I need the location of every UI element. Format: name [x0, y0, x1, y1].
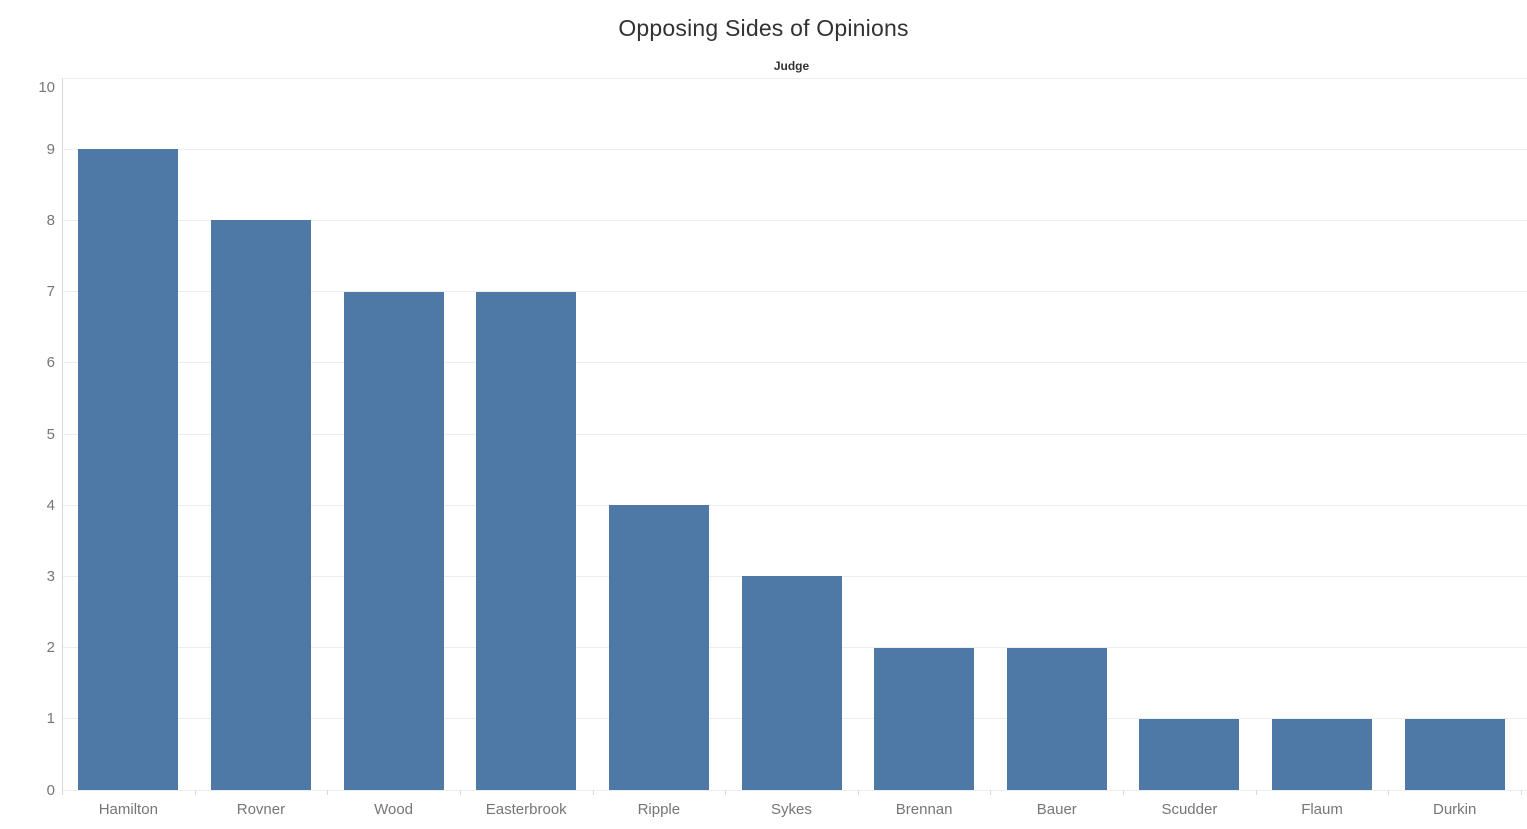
- bar[interactable]: [741, 576, 842, 790]
- y-axis-label: 4: [46, 496, 55, 514]
- y-axis-label: 6: [46, 354, 55, 372]
- y-axis-label: 3: [46, 567, 55, 585]
- bar[interactable]: [1272, 718, 1373, 790]
- x-axis-label: Easterbrook: [485, 801, 567, 818]
- gridline: [62, 219, 1527, 221]
- y-axis-label: 10: [38, 79, 55, 96]
- x-axis-label: Scudder: [1161, 801, 1218, 818]
- category-tick: [327, 790, 329, 795]
- gridline: [62, 789, 1527, 791]
- x-axis-title: Judge: [773, 59, 810, 73]
- bar[interactable]: [476, 291, 577, 790]
- category-tick: [62, 790, 63, 795]
- category-tick: [459, 790, 461, 795]
- y-axis-label: 8: [46, 211, 55, 229]
- bar[interactable]: [210, 220, 311, 790]
- bar[interactable]: [608, 505, 709, 790]
- gridline: [62, 77, 1527, 79]
- x-axis-label: Ripple: [637, 801, 681, 818]
- bar[interactable]: [1006, 647, 1107, 790]
- x-axis-label: Bauer: [1036, 801, 1077, 818]
- category-tick: [990, 790, 992, 795]
- gridline: [62, 433, 1527, 435]
- category-tick: [194, 790, 196, 795]
- bar[interactable]: [343, 291, 444, 790]
- category-tick: [725, 790, 727, 795]
- gridline: [62, 148, 1527, 150]
- bar[interactable]: [874, 647, 975, 790]
- y-axis-label: 5: [46, 425, 55, 443]
- gridline: [62, 504, 1527, 506]
- category-tick: [592, 790, 594, 795]
- category-tick: [1521, 790, 1522, 795]
- x-axis-label: Durkin: [1432, 801, 1477, 818]
- bar[interactable]: [1404, 718, 1505, 790]
- gridline: [62, 362, 1527, 364]
- y-axis-line: [62, 78, 63, 790]
- y-axis-label: 9: [46, 140, 55, 158]
- y-axis-label: 1: [46, 710, 55, 728]
- y-axis-label: 7: [46, 283, 55, 301]
- x-axis-label: Wood: [374, 801, 414, 818]
- x-axis-label: Rovner: [236, 801, 286, 818]
- gridline: [62, 291, 1527, 293]
- bar[interactable]: [78, 149, 179, 790]
- y-axis-label: 0: [46, 781, 55, 799]
- category-tick: [1388, 790, 1390, 795]
- x-axis-label: Hamilton: [98, 801, 158, 818]
- bar[interactable]: [1139, 718, 1240, 790]
- x-axis-label: Sykes: [771, 801, 812, 818]
- chart-title: Opposing Sides of Opinions: [618, 15, 909, 41]
- x-axis-label: Flaum: [1301, 801, 1343, 818]
- category-tick: [1255, 790, 1257, 795]
- y-axis-label: 2: [46, 639, 55, 657]
- category-tick: [857, 790, 859, 795]
- category-tick: [1123, 790, 1125, 795]
- x-axis-label: Brennan: [895, 801, 953, 818]
